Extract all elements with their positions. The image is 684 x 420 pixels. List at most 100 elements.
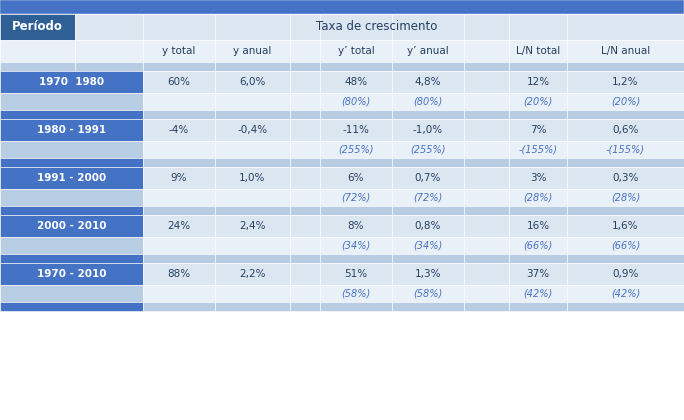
Bar xyxy=(392,302,464,311)
Bar xyxy=(509,110,567,119)
Bar xyxy=(320,189,392,206)
Text: 1991 - 2000: 1991 - 2000 xyxy=(37,173,106,183)
Text: 6%: 6% xyxy=(347,173,365,183)
Bar xyxy=(320,254,392,263)
Bar xyxy=(0,93,143,110)
Text: 12%: 12% xyxy=(527,77,549,87)
Text: 3%: 3% xyxy=(529,173,547,183)
Bar xyxy=(290,263,320,285)
Bar xyxy=(392,254,464,263)
Bar xyxy=(509,237,567,254)
Bar xyxy=(392,40,464,62)
Bar xyxy=(215,62,290,71)
Text: (80%): (80%) xyxy=(341,97,371,107)
Text: 37%: 37% xyxy=(527,269,549,279)
Bar xyxy=(215,254,290,263)
Bar xyxy=(290,93,320,110)
Text: -1,0%: -1,0% xyxy=(413,125,443,135)
Bar xyxy=(392,14,464,40)
Bar xyxy=(509,206,567,215)
Bar xyxy=(392,215,464,237)
Bar xyxy=(464,215,509,237)
Bar xyxy=(567,215,684,237)
Text: 2,4%: 2,4% xyxy=(239,221,266,231)
Bar xyxy=(509,302,567,311)
Bar xyxy=(215,285,290,302)
Text: (58%): (58%) xyxy=(341,289,371,299)
Bar xyxy=(0,62,75,71)
Text: (255%): (255%) xyxy=(410,144,446,155)
Text: 0,3%: 0,3% xyxy=(612,173,639,183)
Text: 1,2%: 1,2% xyxy=(612,77,639,87)
Text: (80%): (80%) xyxy=(413,97,443,107)
Bar xyxy=(464,14,509,40)
Bar xyxy=(509,14,567,40)
Bar xyxy=(75,62,143,71)
Bar xyxy=(0,237,143,254)
Bar xyxy=(0,71,143,93)
Bar xyxy=(392,119,464,141)
Bar xyxy=(464,189,509,206)
Text: (72%): (72%) xyxy=(413,192,443,202)
Bar xyxy=(567,254,684,263)
Text: (28%): (28%) xyxy=(611,192,640,202)
Bar xyxy=(143,237,215,254)
Bar xyxy=(290,14,320,40)
Bar xyxy=(509,254,567,263)
Bar xyxy=(509,167,567,189)
Bar xyxy=(290,215,320,237)
Bar xyxy=(0,158,143,167)
Text: -4%: -4% xyxy=(169,125,189,135)
Bar xyxy=(320,237,392,254)
Text: (255%): (255%) xyxy=(339,144,373,155)
Text: 0,9%: 0,9% xyxy=(612,269,639,279)
Text: 9%: 9% xyxy=(171,173,187,183)
Bar xyxy=(320,71,392,93)
Text: L/N anual: L/N anual xyxy=(601,46,650,56)
Text: y’ anual: y’ anual xyxy=(407,46,449,56)
Bar xyxy=(0,206,143,215)
Bar xyxy=(143,93,215,110)
Text: 0,6%: 0,6% xyxy=(612,125,639,135)
Bar xyxy=(143,119,215,141)
Text: (20%): (20%) xyxy=(611,97,640,107)
Text: 8%: 8% xyxy=(347,221,365,231)
Text: (72%): (72%) xyxy=(341,192,371,202)
Text: 51%: 51% xyxy=(345,269,367,279)
Bar xyxy=(290,71,320,93)
Bar xyxy=(215,215,290,237)
Bar xyxy=(320,40,392,62)
Text: 1,3%: 1,3% xyxy=(415,269,441,279)
Bar xyxy=(290,254,320,263)
Text: (34%): (34%) xyxy=(341,241,371,250)
Bar xyxy=(143,189,215,206)
Text: 24%: 24% xyxy=(168,221,191,231)
Bar xyxy=(567,62,684,71)
Bar xyxy=(0,141,143,158)
Bar xyxy=(464,206,509,215)
Bar xyxy=(0,110,143,119)
Bar xyxy=(567,158,684,167)
Bar xyxy=(567,263,684,285)
Bar xyxy=(0,14,75,40)
Text: (28%): (28%) xyxy=(523,192,553,202)
Text: 88%: 88% xyxy=(168,269,191,279)
Bar xyxy=(392,93,464,110)
Bar xyxy=(215,141,290,158)
Bar xyxy=(320,158,392,167)
Text: L/N total: L/N total xyxy=(516,46,560,56)
Bar xyxy=(392,71,464,93)
Bar xyxy=(143,71,215,93)
Text: 16%: 16% xyxy=(527,221,549,231)
Bar xyxy=(567,285,684,302)
Bar xyxy=(567,93,684,110)
Bar xyxy=(509,93,567,110)
Bar xyxy=(215,167,290,189)
Bar xyxy=(0,0,684,14)
Bar xyxy=(464,167,509,189)
Bar xyxy=(567,119,684,141)
Text: 4,8%: 4,8% xyxy=(415,77,441,87)
Bar xyxy=(464,62,509,71)
Text: 0,7%: 0,7% xyxy=(415,173,441,183)
Bar xyxy=(320,62,392,71)
